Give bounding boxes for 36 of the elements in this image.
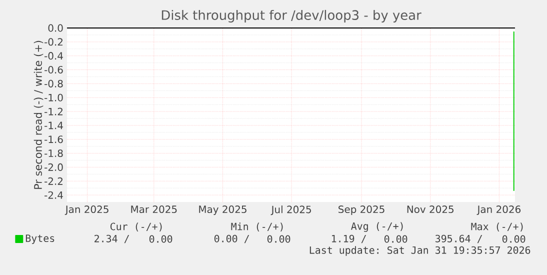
text: Min (-/+): [231, 222, 283, 232]
y-tick-label: -0.2: [44, 38, 62, 46]
chart-title: Disk throughput for /dev/loop3 - by year: [162, 10, 422, 22]
text: 0.00: [502, 235, 526, 243]
text: Avg (-/+): [351, 222, 403, 232]
x-tick-label: Jan 2026: [476, 206, 521, 215]
x-tick-label: Jul 2025: [270, 206, 311, 216]
y-tick-label: -1.6: [44, 136, 63, 144]
text: 0.00: [267, 235, 290, 243]
y-tick-label: -2.4: [44, 191, 63, 199]
y-tick-label: -2.0: [44, 163, 63, 171]
text: Last update: Sat Jan 31 19:35:57 2026: [310, 246, 530, 256]
text: 0.00 /: [214, 234, 250, 244]
x-tick-label: Jan 2025: [64, 206, 108, 215]
text: 0.00: [149, 235, 172, 243]
x-tick-label: May 2025: [199, 206, 246, 215]
text: 395.64 /: [436, 234, 482, 244]
text: Cur (-/+): [110, 222, 162, 232]
text: 2.34 /: [94, 234, 130, 244]
y-axis-title: Pr second read (-) / write (+): [34, 40, 44, 189]
text: Max (-/+): [471, 222, 523, 232]
legend-label: Bytes: [26, 234, 54, 244]
y-tick-label: -1.0: [44, 94, 63, 102]
y-tick-label: -0.4: [44, 52, 63, 60]
y-tick-label: -2.2: [44, 177, 62, 185]
text: 1.19 /: [332, 234, 366, 244]
x-tick-label: Nov 2025: [407, 206, 454, 214]
y-tick-label: -1.4: [44, 122, 63, 130]
y-tick-label: 0.0: [48, 24, 63, 32]
y-tick-label: -0.8: [44, 80, 63, 88]
x-tick-label: Sep 2025: [338, 206, 384, 215]
y-tick-label: -1.8: [44, 150, 63, 158]
y-tick-label: -0.6: [44, 66, 63, 74]
y-tick-label: -1.2: [44, 108, 62, 116]
text: 0.00: [384, 235, 408, 243]
x-tick-label: Mar 2025: [131, 206, 177, 214]
